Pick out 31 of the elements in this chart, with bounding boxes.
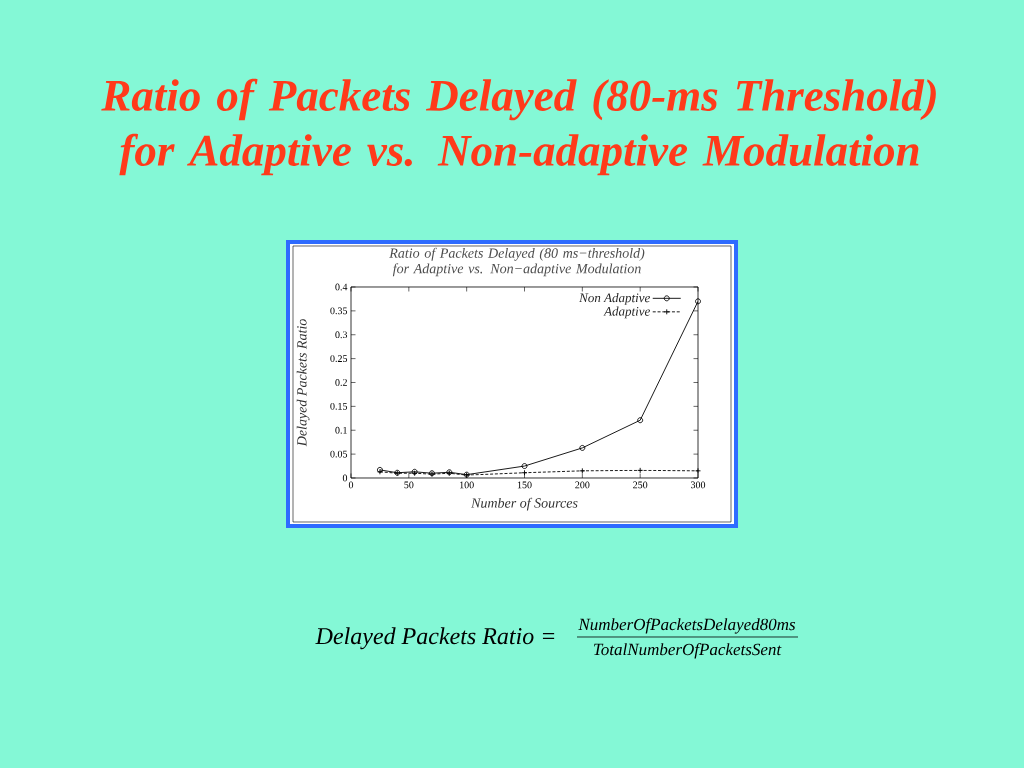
point	[579, 444, 586, 451]
point	[521, 463, 528, 470]
y-tick-label: 0	[342, 474, 348, 482]
y-tick-label: 0.25	[330, 355, 348, 363]
legend-label: Adaptive	[603, 306, 651, 319]
x-tick-label: 200	[575, 481, 590, 489]
point	[579, 467, 586, 474]
y-tick-label: 0.4	[335, 283, 348, 291]
chart-subtitle: Ratio of Packets Delayed (80 ms−threshold) for Adaptive vs. Non−adaptive Modulation	[389, 247, 645, 277]
y-tick-label: 0.05	[330, 450, 348, 458]
y-tick-label: 0.3	[335, 331, 348, 339]
x-tick-label: 0	[348, 481, 354, 489]
x-tick-label: 300	[691, 481, 706, 489]
text: TotalNumberOfPacketsSent	[594, 643, 782, 659]
y-tick-label: 0.1	[335, 426, 347, 434]
point	[637, 467, 644, 474]
point	[695, 467, 701, 474]
x-tick-label: 250	[633, 481, 648, 489]
chart-title: Ratio of Packets Delayed (80-ms Threshold) for Adaptive vs. Non-adaptive Modulation	[101, 78, 936, 176]
y-axis-title: Delayed Packets Ratio	[296, 319, 310, 447]
y-tick-label: 0.2	[335, 379, 347, 386]
y-tick-label: 0.15	[330, 402, 348, 410]
legend-label: Non Adaptive	[579, 293, 650, 305]
point	[637, 417, 644, 424]
x-tick-label: 100	[460, 481, 474, 489]
y-tick-label: 0.35	[330, 307, 348, 315]
x-tick-label: 50	[404, 481, 414, 489]
x-axis-title: Number of Sources	[470, 497, 578, 511]
text: Delayed Packets Ratio =	[315, 627, 555, 650]
text: NumberOfPacketsDelayed80ms	[578, 618, 796, 634]
x-tick-label: 150	[517, 481, 532, 489]
